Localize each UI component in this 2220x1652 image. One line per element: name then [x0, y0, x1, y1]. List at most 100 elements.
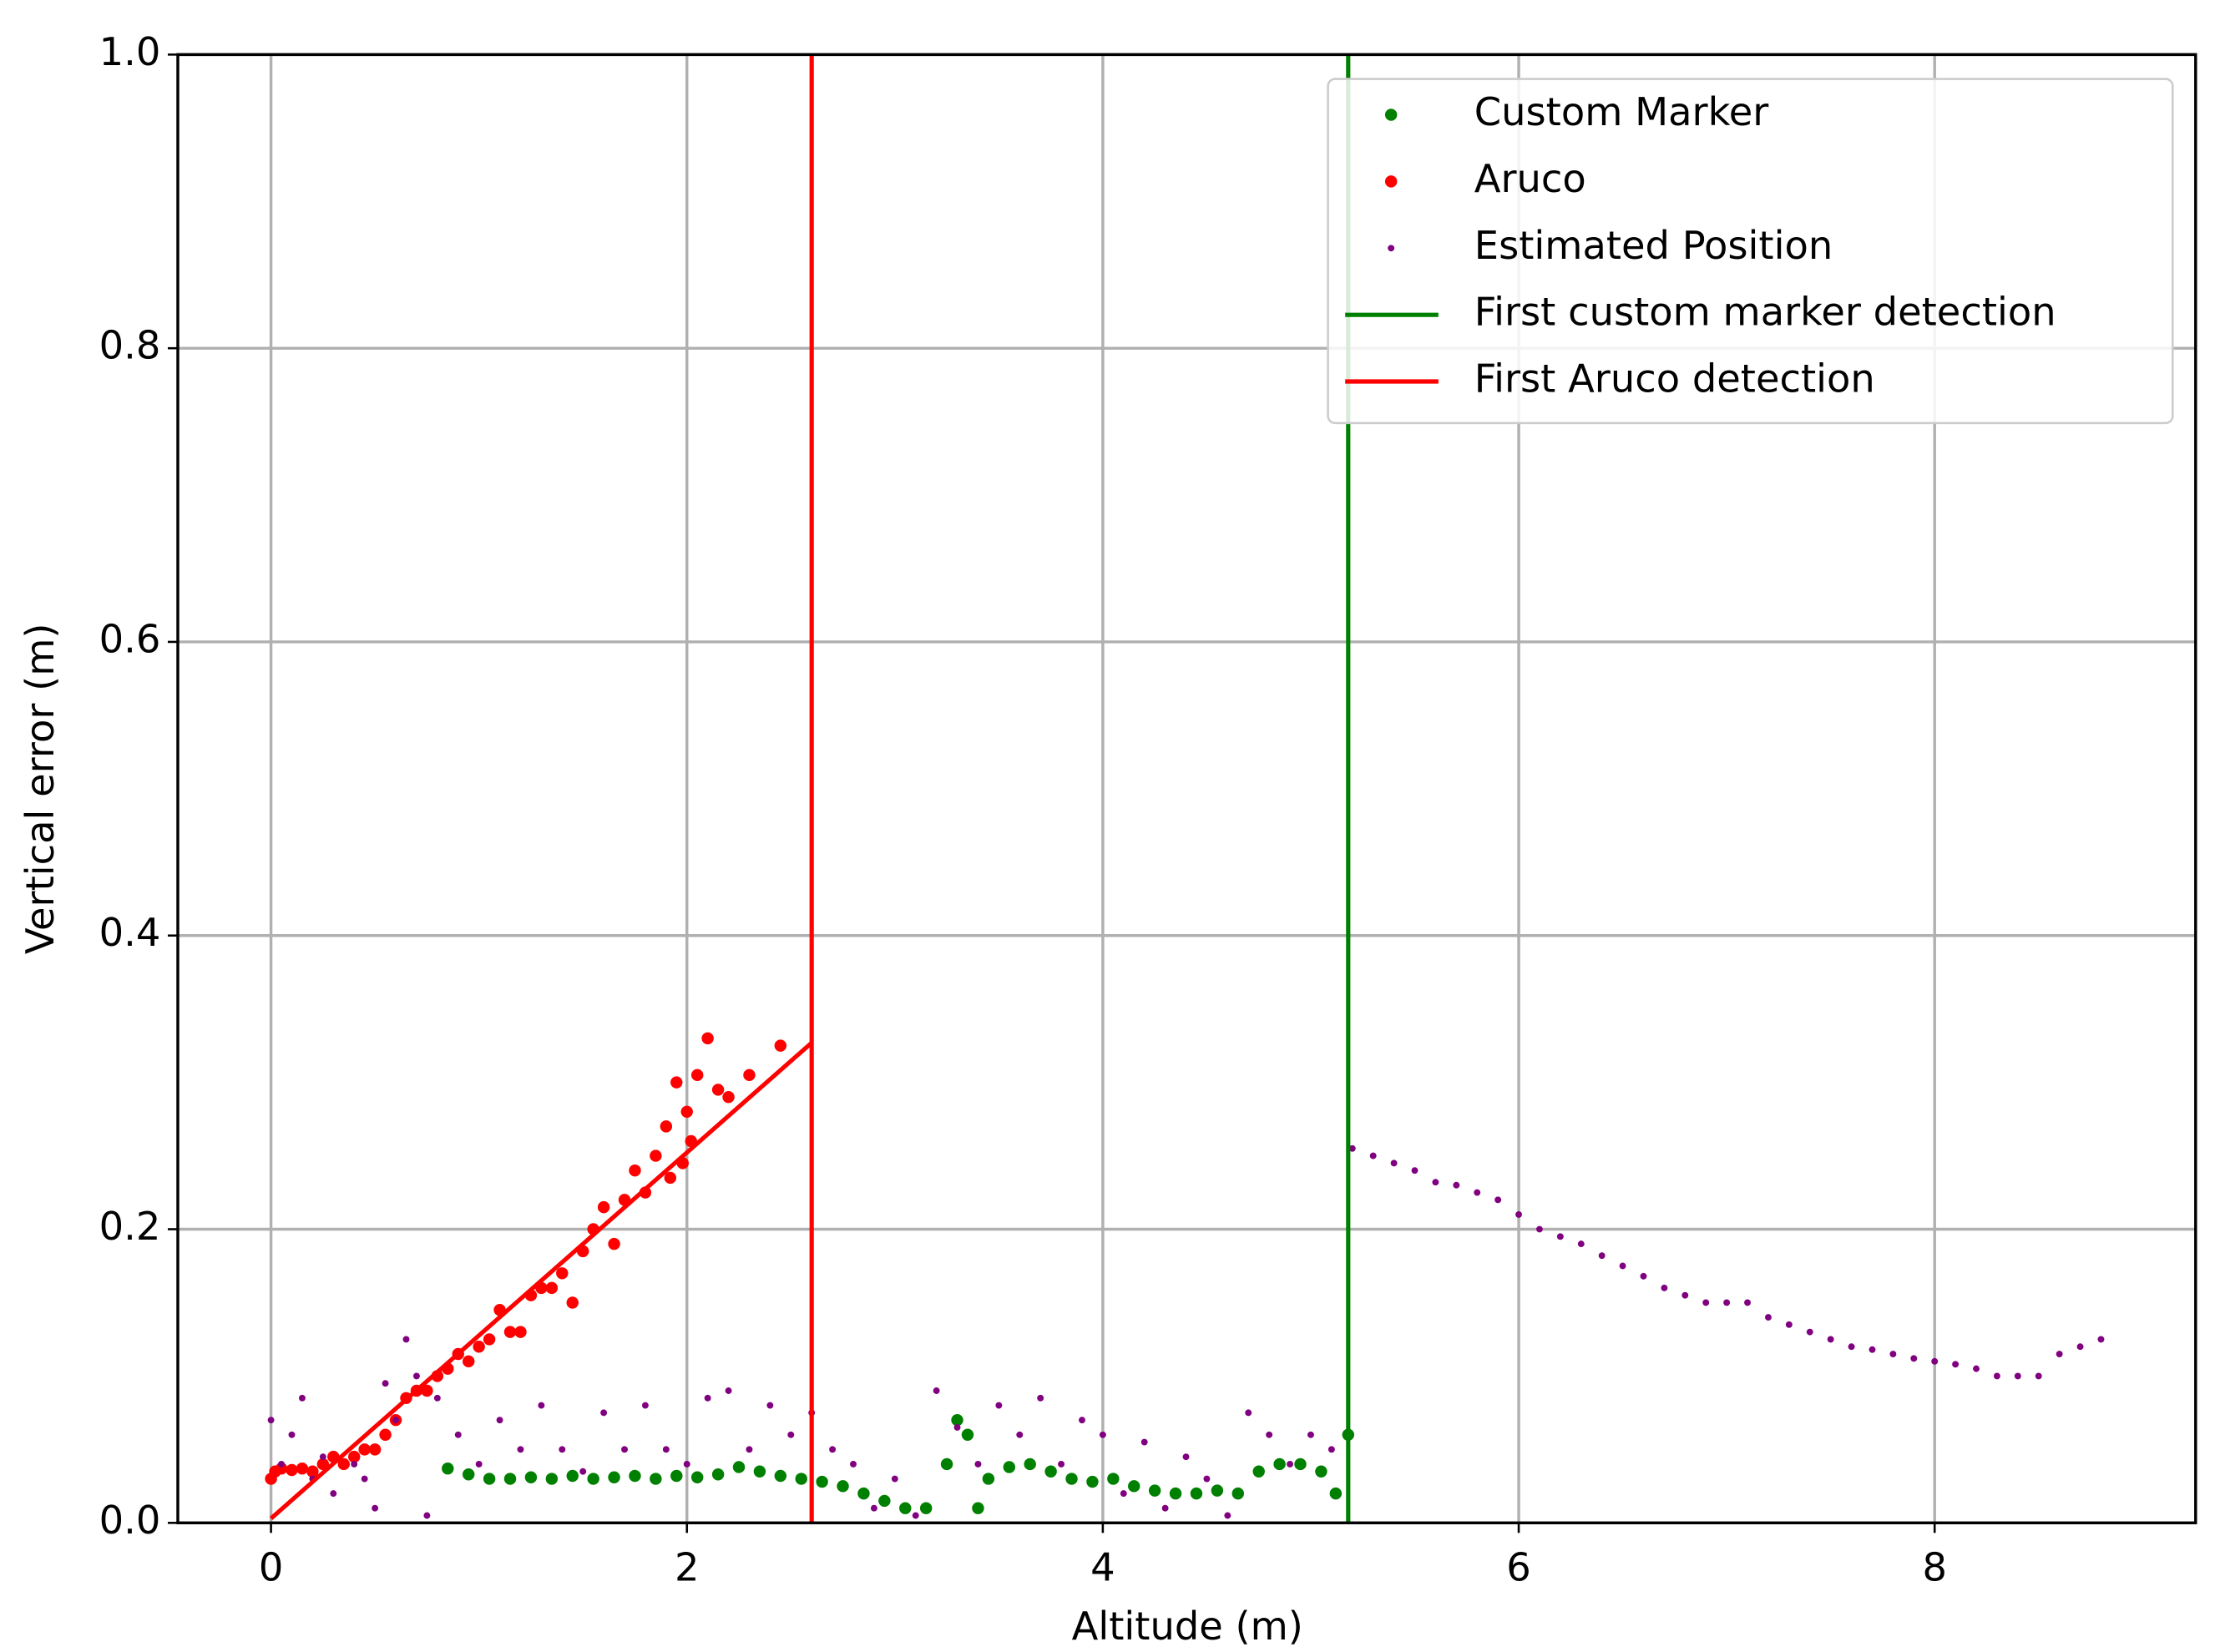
point	[774, 1039, 787, 1052]
point	[974, 1460, 982, 1468]
point	[670, 1469, 683, 1483]
point	[1973, 1365, 1980, 1372]
point	[953, 1424, 961, 1431]
point	[1086, 1475, 1099, 1488]
point	[1640, 1272, 1647, 1280]
point	[1058, 1460, 1065, 1468]
point	[690, 1068, 704, 1082]
point	[795, 1473, 807, 1485]
point	[1024, 1457, 1036, 1471]
point	[912, 1512, 919, 1519]
point	[891, 1475, 898, 1483]
point	[1287, 1460, 1294, 1468]
point	[2035, 1372, 2042, 1380]
point	[503, 1473, 517, 1485]
point	[330, 1490, 337, 1498]
x-tick-label: 2	[675, 1544, 700, 1589]
point	[1681, 1291, 1689, 1299]
point	[1327, 1446, 1335, 1453]
point	[650, 1149, 662, 1162]
point	[421, 1384, 433, 1397]
point	[1120, 1490, 1127, 1498]
point	[837, 1480, 849, 1493]
point	[1329, 1487, 1343, 1500]
point	[919, 1502, 933, 1514]
point	[1785, 1321, 1793, 1328]
point	[1536, 1225, 1543, 1233]
point	[2097, 1336, 2105, 1343]
point	[1723, 1299, 1731, 1306]
point	[1099, 1431, 1106, 1438]
point	[650, 1473, 662, 1485]
point	[379, 1428, 392, 1441]
point	[1037, 1394, 1044, 1402]
point	[483, 1473, 496, 1485]
point	[473, 1341, 485, 1353]
point	[1003, 1461, 1016, 1473]
point	[704, 1394, 711, 1402]
point	[608, 1471, 620, 1483]
legend: Custom Marker Aruco Estimated Position Firs…	[1327, 78, 2174, 425]
point	[347, 1450, 361, 1463]
point	[995, 1402, 1003, 1409]
point	[337, 1457, 350, 1471]
point	[701, 1032, 714, 1045]
point	[1140, 1438, 1148, 1446]
y-tick-label: 0.4	[99, 910, 161, 955]
x-tick-label: 6	[1506, 1544, 1530, 1589]
point	[1044, 1465, 1057, 1478]
point	[475, 1460, 483, 1468]
point	[524, 1471, 538, 1483]
point	[1993, 1372, 2000, 1380]
point	[566, 1469, 579, 1483]
point	[1148, 1484, 1161, 1497]
point	[816, 1475, 828, 1488]
point	[1556, 1233, 1564, 1240]
legend-marker	[1384, 109, 1398, 121]
point	[545, 1473, 559, 1485]
point	[1848, 1343, 1855, 1351]
point	[1182, 1453, 1190, 1461]
legend-label: Custom Marker	[1474, 89, 1770, 134]
point	[1515, 1210, 1523, 1218]
point	[1245, 1409, 1252, 1417]
point	[690, 1471, 704, 1483]
point	[641, 1402, 649, 1409]
point	[1169, 1487, 1182, 1500]
point	[1806, 1328, 1813, 1336]
point	[629, 1164, 641, 1177]
point	[1315, 1465, 1327, 1478]
point	[1348, 1144, 1356, 1152]
point	[1390, 1159, 1398, 1167]
point	[711, 1468, 725, 1481]
point	[722, 1090, 735, 1104]
point	[1952, 1361, 1960, 1368]
point	[1744, 1299, 1751, 1306]
point	[629, 1469, 641, 1483]
point	[1224, 1512, 1231, 1519]
y-axis-label: Vertical error (m)	[18, 624, 63, 955]
point	[725, 1387, 732, 1394]
point	[517, 1446, 524, 1453]
point	[982, 1473, 995, 1485]
point	[1889, 1351, 1897, 1357]
point	[306, 1465, 319, 1478]
point	[664, 1171, 677, 1185]
point	[1827, 1336, 1834, 1343]
point	[267, 1417, 275, 1424]
point	[402, 1336, 410, 1343]
legend-label: Aruco	[1474, 156, 1586, 201]
point	[1016, 1431, 1024, 1438]
point	[662, 1446, 670, 1453]
legend-marker	[1384, 175, 1398, 188]
point	[2056, 1351, 2063, 1357]
point	[1764, 1314, 1772, 1321]
point	[2076, 1343, 2084, 1351]
point	[1369, 1152, 1377, 1159]
point	[1231, 1487, 1245, 1500]
point	[1273, 1457, 1286, 1471]
point	[288, 1431, 296, 1438]
point	[538, 1402, 545, 1409]
point	[483, 1333, 496, 1346]
